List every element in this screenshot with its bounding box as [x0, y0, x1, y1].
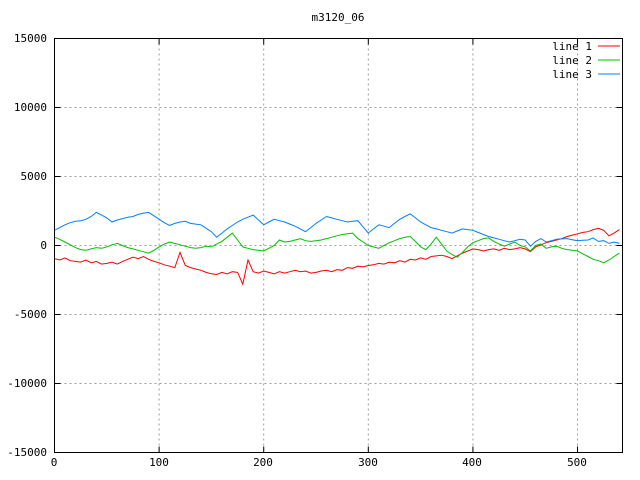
axis-ticks	[54, 38, 623, 453]
legend-item-line-3: line 3	[552, 68, 620, 81]
legend-label-line-1: line 1	[552, 40, 592, 53]
y-tick-label-n5000: -5000	[14, 308, 47, 321]
y-axis: 15000 10000 5000 0 -5000 -10000 -15000	[7, 32, 47, 459]
legend-label-line-2: line 2	[552, 54, 592, 67]
y-tick-label-10000: 10000	[14, 101, 47, 114]
legend: line 1 line 2 line 3	[552, 40, 620, 81]
y-tick-label-n10000: -10000	[7, 377, 47, 390]
data-series	[54, 211, 620, 286]
y-tick-label-n15000: -15000	[7, 446, 47, 459]
x-axis: 0 100 200 300 400 500	[51, 456, 587, 469]
x-tick-label-500: 500	[567, 456, 587, 469]
x-tick-label-400: 400	[462, 456, 482, 469]
legend-item-line-1: line 1	[552, 40, 620, 53]
legend-item-line-2: line 2	[552, 54, 620, 67]
y-tick-label-5000: 5000	[21, 170, 48, 183]
x-tick-label-300: 300	[358, 456, 378, 469]
x-tick-label-0: 0	[51, 456, 58, 469]
series-line-2	[54, 232, 620, 264]
legend-label-line-3: line 3	[552, 68, 592, 81]
y-tick-label-15000: 15000	[14, 32, 47, 45]
series-line-3	[54, 211, 620, 247]
y-tick-label-0: 0	[40, 239, 47, 252]
x-tick-label-200: 200	[253, 456, 273, 469]
x-tick-label-100: 100	[149, 456, 169, 469]
series-line-1	[54, 227, 620, 286]
chart-title: m3120_06	[312, 11, 365, 24]
